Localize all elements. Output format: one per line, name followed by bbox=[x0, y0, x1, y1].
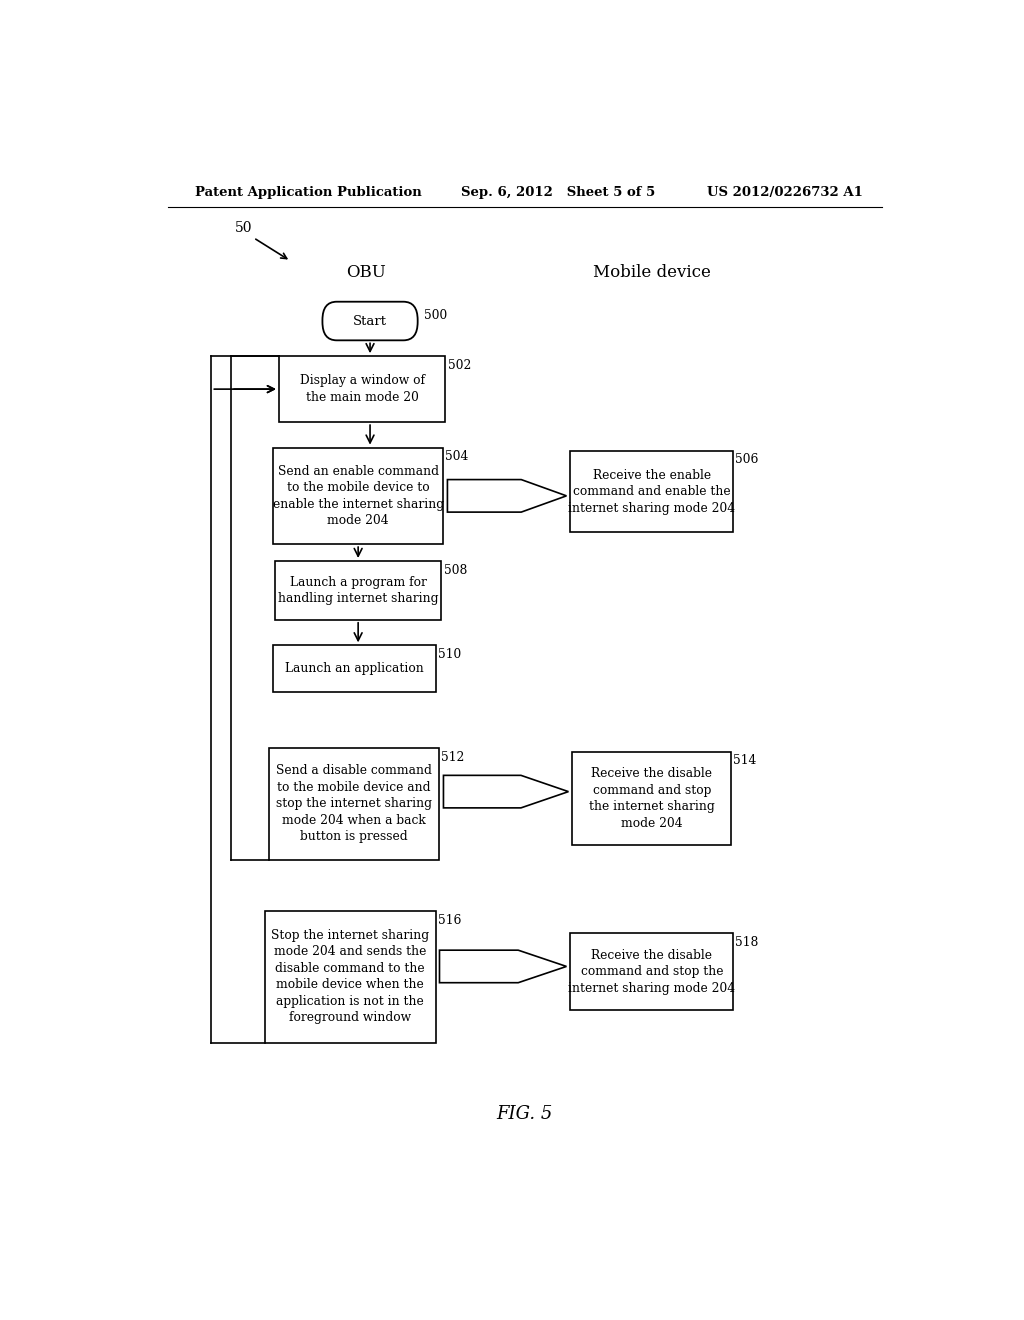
Text: Sep. 6, 2012   Sheet 5 of 5: Sep. 6, 2012 Sheet 5 of 5 bbox=[461, 186, 655, 199]
Bar bbox=[272, 447, 443, 544]
Polygon shape bbox=[443, 775, 568, 808]
Bar bbox=[279, 356, 445, 422]
Text: Launch a program for
handling internet sharing: Launch a program for handling internet s… bbox=[278, 576, 438, 605]
FancyBboxPatch shape bbox=[323, 302, 418, 341]
Text: OBU: OBU bbox=[346, 264, 386, 281]
Text: US 2012/0226732 A1: US 2012/0226732 A1 bbox=[708, 186, 863, 199]
Bar bbox=[570, 933, 733, 1010]
Text: 508: 508 bbox=[443, 564, 467, 577]
Text: Receive the enable
command and enable the
internet sharing mode 204: Receive the enable command and enable th… bbox=[568, 469, 735, 515]
Bar bbox=[274, 561, 441, 620]
Bar bbox=[272, 645, 435, 692]
Bar bbox=[265, 911, 435, 1043]
Text: Receive the disable
command and stop
the internet sharing
mode 204: Receive the disable command and stop the… bbox=[589, 767, 715, 830]
Text: Mobile device: Mobile device bbox=[593, 264, 711, 281]
Text: Send a disable command
to the mobile device and
stop the internet sharing
mode 2: Send a disable command to the mobile dev… bbox=[276, 764, 432, 843]
Text: 502: 502 bbox=[447, 359, 471, 372]
Text: 512: 512 bbox=[441, 751, 465, 764]
Text: 516: 516 bbox=[437, 913, 461, 927]
Text: 510: 510 bbox=[437, 648, 461, 661]
Bar bbox=[572, 752, 731, 846]
Text: Start: Start bbox=[353, 314, 387, 327]
Text: 506: 506 bbox=[735, 453, 759, 466]
Text: Receive the disable
command and stop the
internet sharing mode 204: Receive the disable command and stop the… bbox=[568, 949, 735, 994]
Text: Launch an application: Launch an application bbox=[285, 663, 424, 675]
Polygon shape bbox=[447, 479, 566, 512]
Text: 518: 518 bbox=[735, 936, 759, 949]
Text: 50: 50 bbox=[236, 220, 253, 235]
Polygon shape bbox=[439, 950, 566, 982]
Text: Stop the internet sharing
mode 204 and sends the
disable command to the
mobile d: Stop the internet sharing mode 204 and s… bbox=[271, 929, 429, 1024]
Text: 514: 514 bbox=[733, 754, 756, 767]
Text: Patent Application Publication: Patent Application Publication bbox=[196, 186, 422, 199]
Text: FIG. 5: FIG. 5 bbox=[497, 1105, 553, 1123]
Text: 500: 500 bbox=[424, 309, 447, 322]
Bar bbox=[269, 748, 439, 859]
Bar bbox=[570, 451, 733, 532]
Text: Display a window of
the main mode 20: Display a window of the main mode 20 bbox=[300, 375, 425, 404]
Text: 504: 504 bbox=[445, 450, 469, 463]
Text: Send an enable command
to the mobile device to
enable the internet sharing
mode : Send an enable command to the mobile dev… bbox=[272, 465, 443, 527]
